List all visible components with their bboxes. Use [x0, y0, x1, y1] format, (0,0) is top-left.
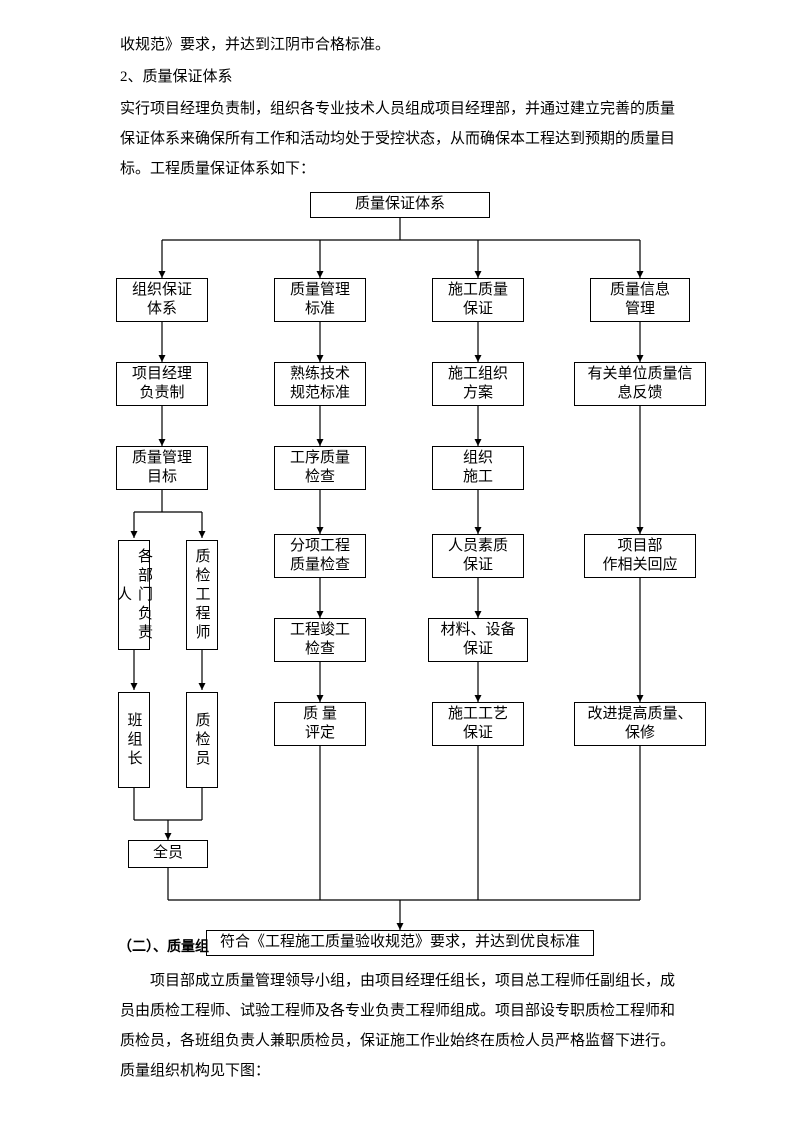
node-c2d: 工程竣工 检查 [274, 618, 366, 662]
node-c1v2: 质检工程师 [186, 540, 218, 650]
node-c2e: 质 量 评定 [274, 702, 366, 746]
para-2: 2、质量保证体系 [120, 62, 680, 92]
node-c2b: 工序质量 检查 [274, 446, 366, 490]
node-c3e: 施工工艺 保证 [432, 702, 524, 746]
node-c4: 质量信息 管理 [590, 278, 690, 322]
section-2-label: （二）、质量组 [118, 934, 209, 962]
node-root: 质量保证体系 [310, 192, 490, 218]
node-c2c: 分项工程 质量检查 [274, 534, 366, 578]
node-c4e: 改进提高质量、 保修 [574, 702, 706, 746]
node-c3b: 组织 施工 [432, 446, 524, 490]
node-c1: 组织保证 体系 [116, 278, 208, 322]
node-c4c: 项目部 作相关回应 [584, 534, 696, 578]
para-1: 收规范》要求，并达到江阴市合格标准。 [120, 30, 680, 60]
node-c4a: 有关单位质量信 息反馈 [574, 362, 706, 406]
node-c3d: 材料、设备 保证 [428, 618, 528, 662]
node-c2a: 熟练技术 规范标准 [274, 362, 366, 406]
node-c3a: 施工组织 方案 [432, 362, 524, 406]
node-c3c: 人员素质 保证 [432, 534, 524, 578]
node-c3: 施工质量 保证 [432, 278, 524, 322]
node-c1b: 质量管理 目标 [116, 446, 208, 490]
node-c1v4: 质检员 [186, 692, 218, 788]
para-5: 项目部成立质量管理领导小组，由项目经理任组长，项目总工程师任副组长，成员由质检工… [120, 966, 680, 1086]
para-3: 实行项目经理负责制，组织各专业技术人员组成项目经理部，并通过建立完善的质量保证体… [120, 94, 680, 184]
node-final: 符合《工程施工质量验收规范》要求，并达到优良标准 [206, 930, 594, 956]
node-c2: 质量管理 标准 [274, 278, 366, 322]
node-c1e: 全员 [128, 840, 208, 868]
node-c1v1: 各部门负责人 [118, 540, 150, 650]
node-c1v3: 班组长 [118, 692, 150, 788]
node-c1a: 项目经理 负责制 [116, 362, 208, 406]
